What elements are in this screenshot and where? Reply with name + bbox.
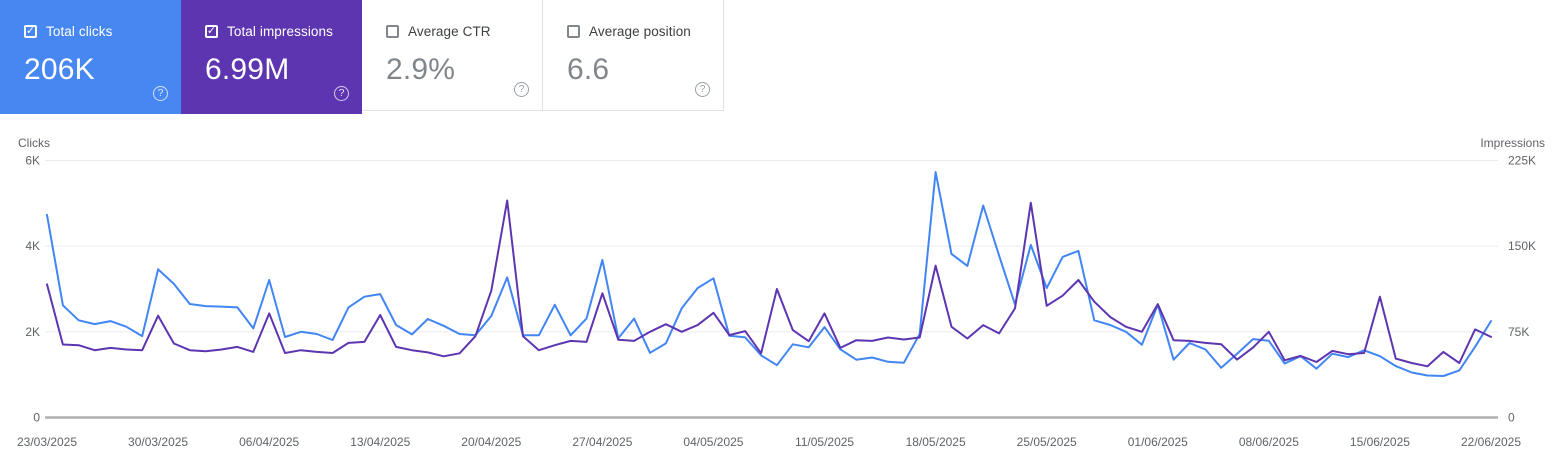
metric-value: 2.9% bbox=[386, 53, 456, 86]
svg-text:2K: 2K bbox=[25, 325, 40, 339]
svg-text:25/05/2025: 25/05/2025 bbox=[1017, 435, 1077, 449]
left-axis-title: Clicks bbox=[18, 136, 50, 150]
metric-card-average-position[interactable]: Average position 6.6 ? bbox=[543, 0, 724, 111]
metric-value: 206K bbox=[24, 53, 95, 86]
svg-text:06/04/2025: 06/04/2025 bbox=[239, 435, 299, 449]
svg-text:08/06/2025: 08/06/2025 bbox=[1239, 435, 1299, 449]
metric-label: Total clicks bbox=[46, 24, 113, 39]
svg-text:11/05/2025: 11/05/2025 bbox=[795, 435, 854, 449]
svg-text:04/05/2025: 04/05/2025 bbox=[683, 435, 743, 449]
svg-text:23/03/2025: 23/03/2025 bbox=[17, 435, 77, 449]
svg-text:20/04/2025: 20/04/2025 bbox=[461, 435, 521, 449]
svg-text:13/04/2025: 13/04/2025 bbox=[350, 435, 410, 449]
svg-text:22/06/2025: 22/06/2025 bbox=[1461, 435, 1521, 449]
metric-label: Average CTR bbox=[408, 24, 491, 39]
svg-text:01/06/2025: 01/06/2025 bbox=[1128, 435, 1188, 449]
average-position-checkbox[interactable] bbox=[567, 25, 580, 38]
metric-label: Total impressions bbox=[227, 24, 333, 39]
total-clicks-checkbox[interactable]: ✓ bbox=[24, 25, 37, 38]
svg-text:0: 0 bbox=[1508, 411, 1515, 425]
svg-text:75K: 75K bbox=[1508, 325, 1529, 339]
metric-value: 6.6 bbox=[567, 53, 610, 86]
metric-cards-row: ✓ Total clicks 206K ? ✓ Total impression… bbox=[0, 0, 724, 114]
svg-text:15/06/2025: 15/06/2025 bbox=[1350, 435, 1410, 449]
total-impressions-checkbox[interactable]: ✓ bbox=[205, 25, 218, 38]
svg-text:18/05/2025: 18/05/2025 bbox=[906, 435, 966, 449]
help-icon[interactable]: ? bbox=[153, 86, 168, 101]
svg-text:27/04/2025: 27/04/2025 bbox=[572, 435, 632, 449]
svg-text:30/03/2025: 30/03/2025 bbox=[128, 435, 188, 449]
help-icon[interactable]: ? bbox=[514, 82, 529, 97]
metric-card-average-ctr[interactable]: Average CTR 2.9% ? bbox=[362, 0, 543, 111]
metric-value: 6.99M bbox=[205, 53, 290, 86]
svg-text:0: 0 bbox=[33, 411, 40, 425]
svg-text:4K: 4K bbox=[25, 239, 40, 253]
svg-text:225K: 225K bbox=[1508, 154, 1536, 168]
svg-text:6K: 6K bbox=[25, 154, 40, 168]
help-icon[interactable]: ? bbox=[334, 86, 349, 101]
metric-card-total-clicks[interactable]: ✓ Total clicks 206K ? bbox=[0, 0, 181, 114]
average-ctr-checkbox[interactable] bbox=[386, 25, 399, 38]
svg-text:150K: 150K bbox=[1508, 239, 1536, 253]
metric-card-total-impressions[interactable]: ✓ Total impressions 6.99M ? bbox=[181, 0, 362, 114]
metric-label: Average position bbox=[589, 24, 691, 39]
right-axis-title: Impressions bbox=[1480, 136, 1545, 150]
help-icon[interactable]: ? bbox=[695, 82, 710, 97]
